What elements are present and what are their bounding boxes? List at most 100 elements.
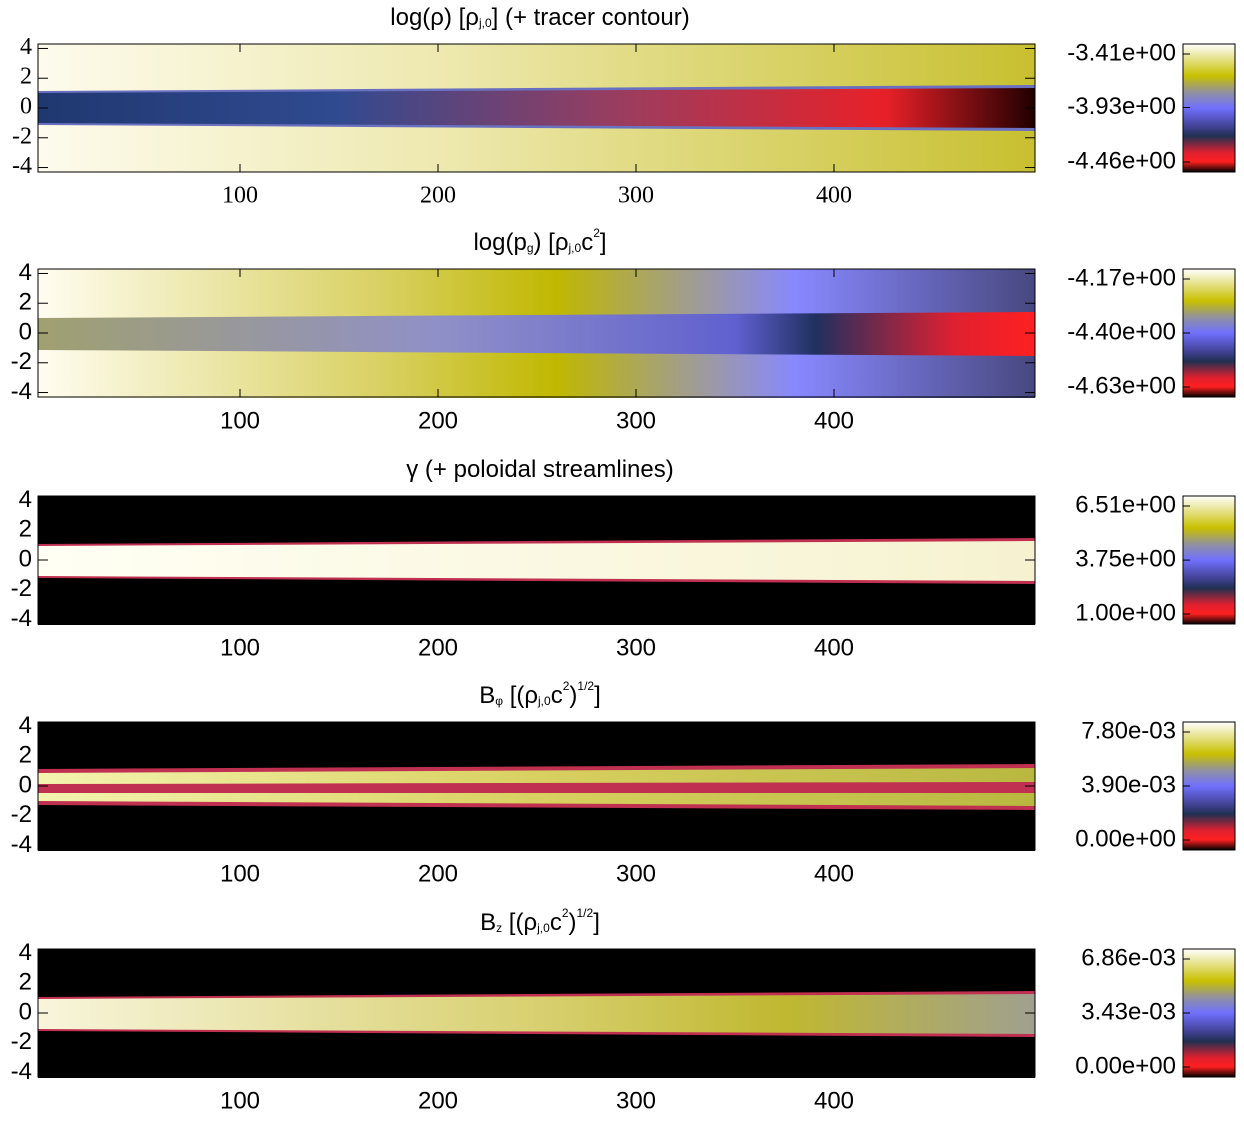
- colorbar-label: 1.00e+00: [1075, 599, 1176, 626]
- subscript: j,0: [536, 921, 550, 935]
- x-tick-label: 200: [418, 634, 458, 661]
- colorbar-label: -4.17e+00: [1067, 264, 1176, 291]
- x-tick-label: 400: [814, 634, 854, 661]
- x-tick-label: 300: [616, 860, 656, 887]
- x-tick-label: 300: [618, 183, 654, 209]
- colorbar-label: 0.00e+00: [1075, 825, 1176, 852]
- y-tick-label: 4: [20, 34, 32, 60]
- title-text: c: [550, 909, 562, 936]
- title-text: ): [569, 682, 577, 709]
- colorbar: [1182, 721, 1236, 851]
- x-tick-label: 100: [220, 634, 260, 661]
- y-tick-label: -2: [11, 801, 32, 828]
- y-tick-label: -2: [11, 348, 32, 375]
- y-tick-label: 2: [19, 742, 32, 769]
- x-tick-label: 200: [418, 407, 458, 434]
- title-text: [(ρ: [503, 682, 538, 709]
- x-tick-label: 400: [814, 1087, 854, 1114]
- y-tick-label: -2: [11, 575, 32, 602]
- x-tick-label: 400: [814, 860, 854, 887]
- x-tick-label: 100: [220, 1087, 260, 1114]
- title-text: γ (+ poloidal streamlines): [406, 456, 673, 483]
- superscript: 1/2: [577, 679, 594, 693]
- colorbar-label: 0.00e+00: [1075, 1052, 1176, 1079]
- x-tick-label: 300: [616, 407, 656, 434]
- y-tick-label: 0: [19, 771, 32, 798]
- title-text: ) [ρ: [534, 229, 569, 256]
- colorbar-label: -3.93e+00: [1067, 93, 1176, 120]
- subscript: j,0: [478, 16, 492, 30]
- colorbar-label: 3.90e-03: [1081, 771, 1176, 798]
- colorbar-label: 6.51e+00: [1075, 491, 1176, 518]
- superscript: 2: [593, 226, 600, 240]
- title-text: ] (+ tracer contour): [492, 4, 690, 31]
- y-tick-label: -2: [12, 123, 32, 149]
- y-tick-label: 2: [19, 969, 32, 996]
- panel-title: Bz [(ρj,0c2)1/2]: [480, 906, 600, 936]
- y-tick-label: 2: [19, 289, 32, 316]
- panel-title: log(pg) [ρj,0c2]: [473, 226, 606, 256]
- x-tick-label: 300: [616, 1087, 656, 1114]
- colorbar-label: -4.40e+00: [1067, 318, 1176, 345]
- y-tick-label: -4: [11, 378, 32, 405]
- title-text: ): [569, 909, 577, 936]
- superscript: 2: [563, 679, 570, 693]
- colorbar-label: 3.75e+00: [1075, 545, 1176, 572]
- panel-title: Bφ [(ρj,0c2)1/2]: [479, 679, 601, 709]
- title-text: ]: [594, 682, 601, 709]
- field-strip: [38, 793, 1035, 806]
- panel-title: log(ρ) [ρj,0] (+ tracer contour): [390, 4, 689, 31]
- y-tick-label: 2: [19, 516, 32, 543]
- y-tick-label: 4: [19, 486, 32, 513]
- x-tick-label: 200: [418, 860, 458, 887]
- superscript: 1/2: [577, 906, 594, 920]
- y-tick-label: 0: [20, 94, 32, 120]
- title-text: log(p: [473, 229, 526, 256]
- y-tick-label: -2: [11, 1028, 32, 1055]
- colorbar-label: 3.43e-03: [1081, 998, 1176, 1025]
- field-strip: [38, 768, 1035, 784]
- colorbar-label: 6.86e-03: [1081, 944, 1176, 971]
- y-tick-label: -4: [12, 153, 32, 179]
- x-tick-label: 300: [616, 634, 656, 661]
- x-tick-label: 100: [222, 183, 258, 209]
- subscript: z: [496, 921, 502, 935]
- colorbar: [1182, 43, 1236, 173]
- colorbar: [1182, 495, 1236, 625]
- title-text: B: [479, 682, 495, 709]
- subscript: φ: [495, 694, 503, 708]
- subscript: j,0: [537, 694, 551, 708]
- jet-band: [38, 541, 1035, 581]
- y-tick-label: 0: [19, 545, 32, 572]
- subscript: g: [527, 241, 534, 255]
- jet-band: [38, 994, 1035, 1034]
- y-tick-label: 0: [19, 998, 32, 1025]
- y-tick-label: 4: [19, 712, 32, 739]
- colorbar-label: -4.63e+00: [1067, 372, 1176, 399]
- x-tick-label: 400: [816, 183, 852, 209]
- y-tick-label: 0: [19, 318, 32, 345]
- panel-title: γ (+ poloidal streamlines): [406, 456, 673, 483]
- colorbar-label: -3.41e+00: [1067, 39, 1176, 66]
- y-tick-label: 4: [19, 259, 32, 286]
- subscript: j,0: [568, 241, 582, 255]
- y-tick-label: -4: [11, 831, 32, 858]
- y-tick-label: -4: [11, 1058, 32, 1085]
- title-text: B: [480, 909, 496, 936]
- x-tick-label: 400: [814, 407, 854, 434]
- superscript: 2: [562, 906, 569, 920]
- title-text: c: [551, 682, 563, 709]
- title-text: ]: [600, 229, 607, 256]
- title-text: log(ρ) [ρ: [390, 4, 479, 31]
- title-text: [(ρ: [502, 909, 537, 936]
- x-tick-label: 200: [420, 183, 456, 209]
- colorbar-label: 7.80e-03: [1081, 717, 1176, 744]
- colorbar: [1182, 268, 1236, 398]
- jet-band: [38, 88, 1035, 128]
- colorbar: [1182, 948, 1236, 1078]
- title-text: c: [581, 229, 593, 256]
- y-tick-label: -4: [11, 605, 32, 632]
- x-tick-label: 200: [418, 1087, 458, 1114]
- colorbar-label: -4.46e+00: [1067, 147, 1176, 174]
